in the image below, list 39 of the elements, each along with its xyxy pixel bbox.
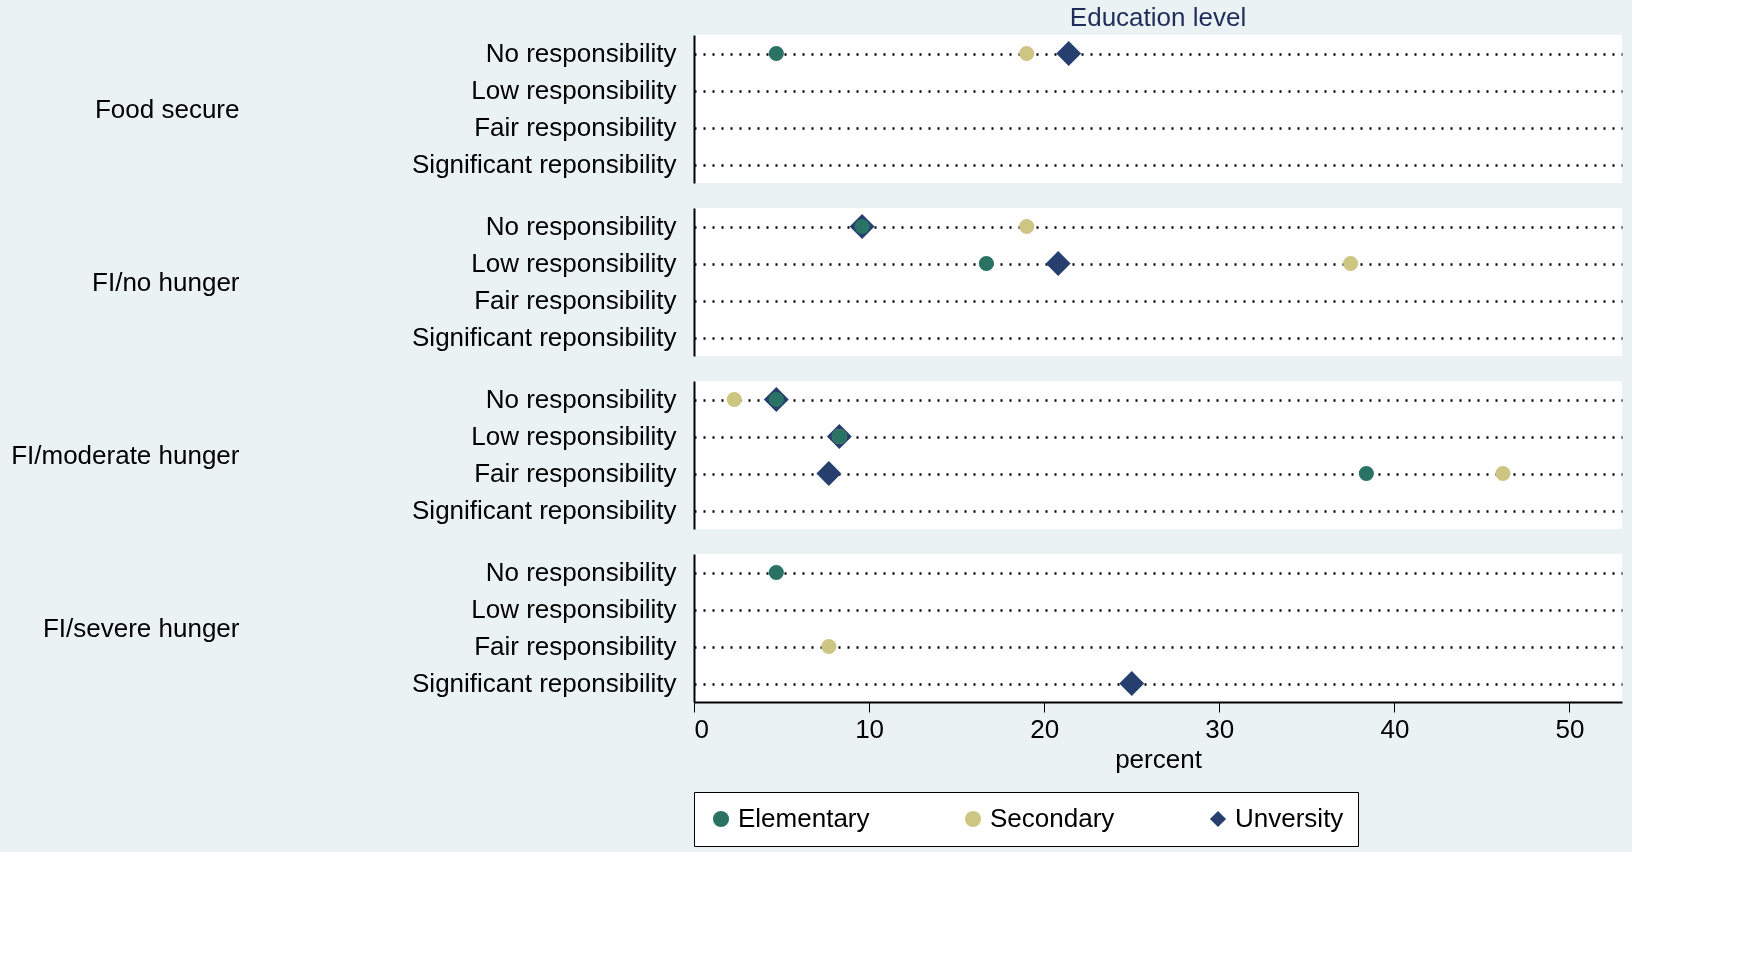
y-tick-label: Fair responsibility [474, 112, 677, 142]
y-tick-label: Low responsibility [471, 248, 677, 278]
y-axis-title: FI/severe hunger [42, 612, 240, 643]
y-tick-label: Significant reponsibility [412, 495, 677, 525]
x-tick-label: 30 [1205, 713, 1235, 744]
y-tick-label: Fair responsibility [474, 458, 677, 488]
y-tick-label: Fair responsibility [474, 285, 677, 315]
point [1045, 251, 1071, 276]
x-axis-title: percent [1115, 743, 1203, 774]
point [1358, 465, 1374, 482]
legend-label: Secondary [990, 803, 1115, 833]
y-tick-label: Low responsibility [471, 594, 677, 624]
y-tick-label: No responsibility [485, 38, 677, 68]
y-tick-label: Significant reponsibility [412, 668, 677, 698]
x-tick-label: 10 [855, 713, 885, 744]
y-tick-label: No responsibility [485, 557, 677, 587]
y-tick-label: Low responsibility [471, 75, 677, 105]
y-axis-title: FI/no hunger [92, 266, 240, 297]
y-tick-label: Low responsibility [471, 421, 677, 451]
point [978, 255, 994, 272]
point [816, 461, 842, 486]
point [1019, 218, 1035, 235]
y-axis-title: FI/moderate hunger [11, 439, 240, 470]
y-tick-label: No responsibility [485, 384, 677, 414]
y-tick-label: Significant reponsibility [412, 322, 677, 352]
y-axis-title: Food secure [94, 93, 240, 124]
legend-label: Elementary [738, 803, 870, 833]
x-tick-label: 50 [1555, 713, 1585, 744]
point [726, 391, 742, 408]
chart-title: Education level [1069, 2, 1247, 32]
y-tick-label: Fair responsibility [474, 631, 677, 661]
x-tick-label: 40 [1380, 713, 1410, 744]
y-tick-label: Significant reponsibility [412, 149, 677, 179]
point [1495, 465, 1511, 482]
point [1343, 255, 1359, 272]
legend-label: Unversity [1235, 803, 1344, 833]
x-tick-label: 20 [1030, 713, 1060, 744]
x-tick-label: 0 [694, 713, 709, 744]
y-tick-label: No responsibility [485, 211, 677, 241]
